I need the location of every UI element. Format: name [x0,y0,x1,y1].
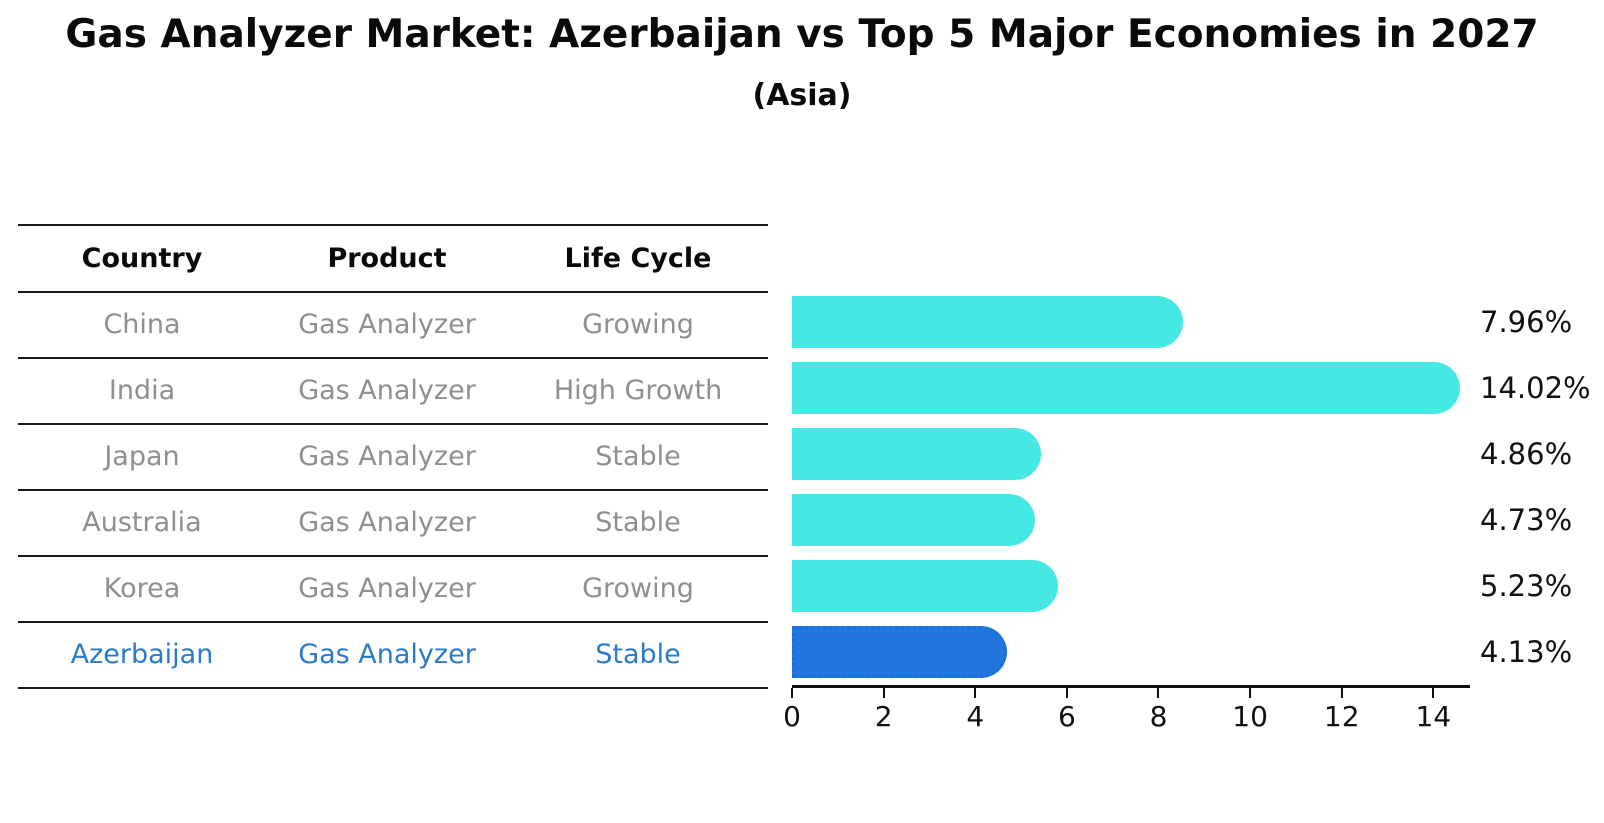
table-row: Korea Gas Analyzer Growing [18,557,768,623]
x-axis-tick-label: 10 [1232,700,1268,733]
x-axis-tick-label: 2 [874,700,893,733]
x-axis-tick [1249,688,1252,698]
table-cell-country: Korea [103,573,181,604]
value-label-australia: 4.73% [1480,503,1573,537]
chart-title: Gas Analyzer Market: Azerbaijan vs Top 5… [65,12,1539,57]
value-label-china: 7.96% [1480,305,1573,339]
table-cell-product: Gas Analyzer [298,573,476,604]
x-axis-tick-label: 14 [1415,700,1452,733]
table-cell-life-cycle: Growing [582,309,694,340]
x-axis-tick-label: 4 [966,700,985,733]
x-axis-tick [791,688,793,698]
value-label-japan: 4.86% [1480,437,1573,471]
table-header-life-cycle: Life Cycle [564,243,712,274]
table-cell-life-cycle: High Growth [553,375,723,406]
table-cell-country: Australia [82,507,202,538]
table-row: India Gas Analyzer High Growth [18,359,768,425]
table-cell-life-cycle: Stable [595,639,681,670]
country-table: Country Product Life Cycle China Gas Anal… [18,224,768,689]
table-row: Azerbaijan Gas Analyzer Stable [18,623,768,689]
x-axis-tick [882,688,885,698]
bar-azerbaijan [792,626,1008,678]
bar-korea [792,560,1058,612]
table-body: China Gas Analyzer Growing India Gas Analyze… [18,293,768,689]
table-header-country: Country [81,243,203,274]
chart-subtitle: (Asia) [752,78,852,113]
value-label-india: 14.02% [1480,371,1591,405]
value-label-korea: 5.23% [1480,569,1573,603]
table-cell-life-cycle: Stable [595,441,681,472]
x-axis-tick [1157,688,1160,698]
table-cell-product: Gas Analyzer [298,507,476,538]
x-axis-tick-label: 0 [783,700,801,733]
table-cell-product: Gas Analyzer [298,639,476,670]
bar-china [792,296,1183,348]
table-cell-country: India [108,375,176,406]
table-row: China Gas Analyzer Growing [18,293,768,359]
table-cell-country: Azerbaijan [70,639,214,670]
table-cell-product: Gas Analyzer [298,441,476,472]
x-axis-line [792,685,1470,688]
value-label-azerbaijan: 4.13% [1480,635,1573,669]
table-header-row: Country Product Life Cycle [18,226,768,293]
x-axis-tick [974,688,977,698]
x-axis-tick-label: 8 [1149,700,1168,733]
table-cell-country: China [103,309,181,340]
table-cell-country: Japan [104,441,180,472]
x-axis-tick [1065,688,1068,698]
x-axis-tick [1340,688,1343,698]
x-axis-tick-label: 6 [1057,700,1076,733]
bar-india [792,362,1461,414]
x-axis-tick-label: 12 [1323,700,1360,733]
table-cell-product: Gas Analyzer [298,309,476,340]
bar-australia [792,494,1035,546]
table-cell-life-cycle: Growing [582,573,694,604]
table-row: Australia Gas Analyzer Stable [18,491,768,557]
x-axis-tick [1432,688,1435,698]
table-cell-life-cycle: Stable [595,507,681,538]
table-row: Japan Gas Analyzer Stable [18,425,768,491]
table-header-product: Product [327,243,447,274]
table-cell-product: Gas Analyzer [298,375,476,406]
bar-japan [792,428,1041,480]
